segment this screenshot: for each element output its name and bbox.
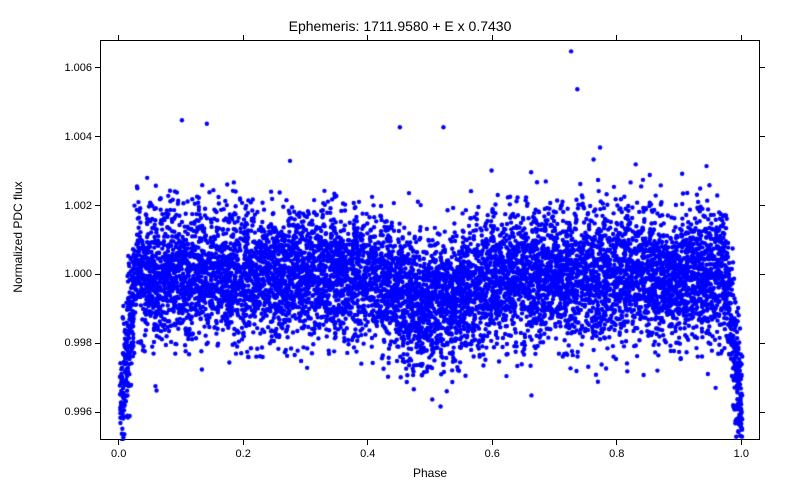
x-tick-label: 0.8	[609, 448, 624, 460]
x-tick-mark	[741, 35, 742, 40]
x-tick-mark	[367, 35, 368, 40]
x-tick-mark	[118, 440, 119, 445]
x-tick-mark	[492, 35, 493, 40]
y-tick-label: 0.998	[50, 337, 92, 349]
x-tick-label: 0.0	[111, 448, 126, 460]
x-tick-mark	[367, 440, 368, 445]
y-tick-mark	[95, 412, 100, 413]
y-tick-mark	[760, 412, 765, 413]
y-tick-mark	[95, 274, 100, 275]
y-tick-mark	[760, 67, 765, 68]
x-tick-mark	[616, 440, 617, 445]
y-tick-mark	[95, 205, 100, 206]
y-tick-label: 1.004	[50, 131, 92, 143]
x-tick-mark	[616, 35, 617, 40]
x-tick-mark	[243, 35, 244, 40]
y-tick-mark	[760, 205, 765, 206]
y-tick-mark	[95, 67, 100, 68]
plot-area	[100, 40, 760, 440]
x-tick-label: 0.6	[485, 448, 500, 460]
x-axis-label: Phase	[100, 466, 760, 480]
x-tick-mark	[741, 440, 742, 445]
x-tick-label: 0.2	[236, 448, 251, 460]
y-tick-label: 1.000	[50, 268, 92, 280]
y-tick-mark	[95, 136, 100, 137]
x-tick-mark	[243, 440, 244, 445]
y-tick-mark	[95, 343, 100, 344]
scatter-canvas	[101, 41, 761, 441]
y-tick-label: 1.002	[50, 200, 92, 212]
chart-title: Ephemeris: 1711.9580 + E x 0.7430	[0, 18, 800, 34]
x-tick-mark	[492, 440, 493, 445]
y-tick-mark	[760, 343, 765, 344]
y-tick-mark	[760, 136, 765, 137]
y-tick-mark	[760, 274, 765, 275]
x-tick-mark	[118, 35, 119, 40]
y-tick-label: 1.006	[50, 62, 92, 74]
x-tick-label: 0.4	[360, 448, 375, 460]
x-tick-label: 1.0	[734, 448, 749, 460]
y-tick-label: 0.996	[50, 406, 92, 418]
y-axis-label: Normalized PDC flux	[11, 177, 25, 297]
chart-container: Ephemeris: 1711.9580 + E x 0.7430 Phase …	[0, 0, 800, 500]
